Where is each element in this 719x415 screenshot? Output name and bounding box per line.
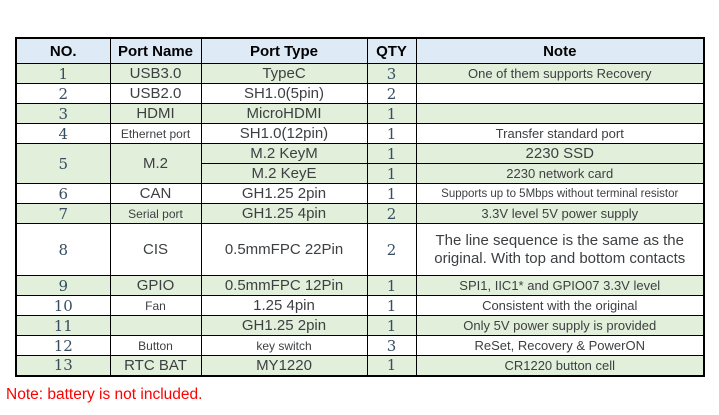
cell-port-type: SH1.0(5pin) xyxy=(200,83,368,104)
cell-note: 2230 SSD xyxy=(415,143,705,164)
cell-qty: 2 xyxy=(366,223,417,276)
cell-port-type: M.2 KeyE xyxy=(200,163,368,184)
cell-note: Consistent with the original xyxy=(415,295,705,316)
cell-no: 9 xyxy=(15,275,111,296)
cell-no: 6 xyxy=(15,183,111,204)
cell-no: 5 xyxy=(15,143,111,184)
column-header-qty: QTY xyxy=(366,37,417,64)
cell-port-type: GH1.25 2pin xyxy=(200,315,368,336)
cell-no: 4 xyxy=(15,123,111,144)
column-header-no: NO. xyxy=(15,37,111,64)
cell-note: The line sequence is the same as the ori… xyxy=(415,223,705,276)
cell-port-name: Serial port xyxy=(109,203,202,224)
cell-port-type: GH1.25 2pin xyxy=(200,183,368,204)
table-row: 11 GH1.25 2pin 1 Only 5V power supply is pr… xyxy=(15,315,705,336)
cell-note xyxy=(415,83,705,104)
table-row: 8 CIS 0.5mmFPC 22Pin 2 The line sequence is … xyxy=(15,223,705,276)
cell-no: 13 xyxy=(15,355,111,376)
cell-port-type: M.2 KeyM xyxy=(200,143,368,164)
cell-port-name: GPIO xyxy=(109,275,202,296)
cell-port-name: Fan xyxy=(109,295,202,316)
cell-note: SPI1, IIC1* and GPIO07 3.3V level xyxy=(415,275,705,296)
cell-qty: 1 xyxy=(366,183,417,204)
cell-note: 2230 network card xyxy=(415,163,705,184)
cell-qty: 1 xyxy=(366,355,417,376)
cell-port-name: CAN xyxy=(109,183,202,204)
cell-port-name: USB3.0 xyxy=(109,63,202,84)
cell-port-type: MicroHDMI xyxy=(200,103,368,124)
cell-port-type: 1.25 4pin xyxy=(200,295,368,316)
cell-port-name: HDMI xyxy=(109,103,202,124)
cell-port-name: Ethernet port xyxy=(109,123,202,144)
table-row: 2 USB2.0 SH1.0(5pin) 2 xyxy=(15,83,705,104)
cell-no: 7 xyxy=(15,203,111,224)
battery-footnote: Note: battery is not included. xyxy=(6,386,203,403)
table-row: 6 CAN GH1.25 2pin 1 Supports up to 5Mbps wit… xyxy=(15,183,705,204)
table-row: 12 Button key switch 3 ReSet, Recovery & Pow… xyxy=(15,335,705,356)
table-row: 4 Ethernet port SH1.0(12pin) 1 Transfer stan… xyxy=(15,123,705,144)
cell-port-name: Button xyxy=(109,335,202,356)
column-header-port-name: Port Name xyxy=(109,37,202,64)
cell-qty: 2 xyxy=(366,203,417,224)
cell-no: 11 xyxy=(15,315,111,336)
cell-no: 3 xyxy=(15,103,111,124)
cell-note: 3.3V level 5V power supply xyxy=(415,203,705,224)
table-row: 5 M.2 M.2 KeyM 1 2230 SSD xyxy=(15,143,705,184)
cell-no: 10 xyxy=(15,295,111,316)
cell-port-type: GH1.25 4pin xyxy=(200,203,368,224)
column-header-note: Note xyxy=(415,37,705,64)
cell-note: Supports up to 5Mbps without terminal re… xyxy=(415,183,705,204)
column-header-port-type: Port Type xyxy=(200,37,368,64)
cell-port-name: CIS xyxy=(109,223,202,276)
table-header-row: NO. Port Name Port Type QTY Note xyxy=(15,37,705,64)
cell-qty: 1 xyxy=(366,143,417,164)
cell-qty: 1 xyxy=(366,295,417,316)
cell-note: One of them supports Recovery xyxy=(415,63,705,84)
cell-qty: 1 xyxy=(366,103,417,124)
cell-qty: 3 xyxy=(366,63,417,84)
cell-no: 2 xyxy=(15,83,111,104)
table-row: 13 RTC BAT MY1220 1 CR1220 button cell xyxy=(15,355,705,376)
cell-note: Transfer standard port xyxy=(415,123,705,144)
cell-no: 1 xyxy=(15,63,111,84)
cell-port-name: USB2.0 xyxy=(109,83,202,104)
table-row: 7 Serial port GH1.25 4pin 2 3.3V level 5V po… xyxy=(15,203,705,224)
cell-qty: 1 xyxy=(366,275,417,296)
cell-port-type: TypeC xyxy=(200,63,368,84)
table-row: 1 USB3.0 TypeC 3 One of them supports Recove… xyxy=(15,63,705,84)
cell-note: ReSet, Recovery & PowerON xyxy=(415,335,705,356)
cell-qty: 1 xyxy=(366,123,417,144)
cell-port-name: RTC BAT xyxy=(109,355,202,376)
cell-port-type: key switch xyxy=(200,335,368,356)
port-spec-table: NO. Port Name Port Type QTY Note 1 USB3.0… xyxy=(15,37,705,377)
cell-qty: 1 xyxy=(366,163,417,184)
cell-port-name: M.2 xyxy=(109,143,202,184)
cell-no: 8 xyxy=(15,223,111,276)
table-row: 10 Fan 1.25 4pin 1 Consistent with the origi… xyxy=(15,295,705,316)
cell-port-type: 0.5mmFPC 22Pin xyxy=(200,223,368,276)
cell-port-type: MY1220 xyxy=(200,355,368,376)
cell-qty: 3 xyxy=(366,335,417,356)
cell-port-name xyxy=(109,315,202,336)
table-row: 3 HDMI MicroHDMI 1 xyxy=(15,103,705,124)
cell-qty: 1 xyxy=(366,315,417,336)
cell-qty: 2 xyxy=(366,83,417,104)
cell-no: 12 xyxy=(15,335,111,356)
cell-note: CR1220 button cell xyxy=(415,355,705,376)
table-row: 9 GPIO 0.5mmFPC 12Pin 1 SPI1, IIC1* and GPIO… xyxy=(15,275,705,296)
cell-note xyxy=(415,103,705,124)
cell-port-type: SH1.0(12pin) xyxy=(200,123,368,144)
cell-note: Only 5V power supply is provided xyxy=(415,315,705,336)
cell-port-type: 0.5mmFPC 12Pin xyxy=(200,275,368,296)
